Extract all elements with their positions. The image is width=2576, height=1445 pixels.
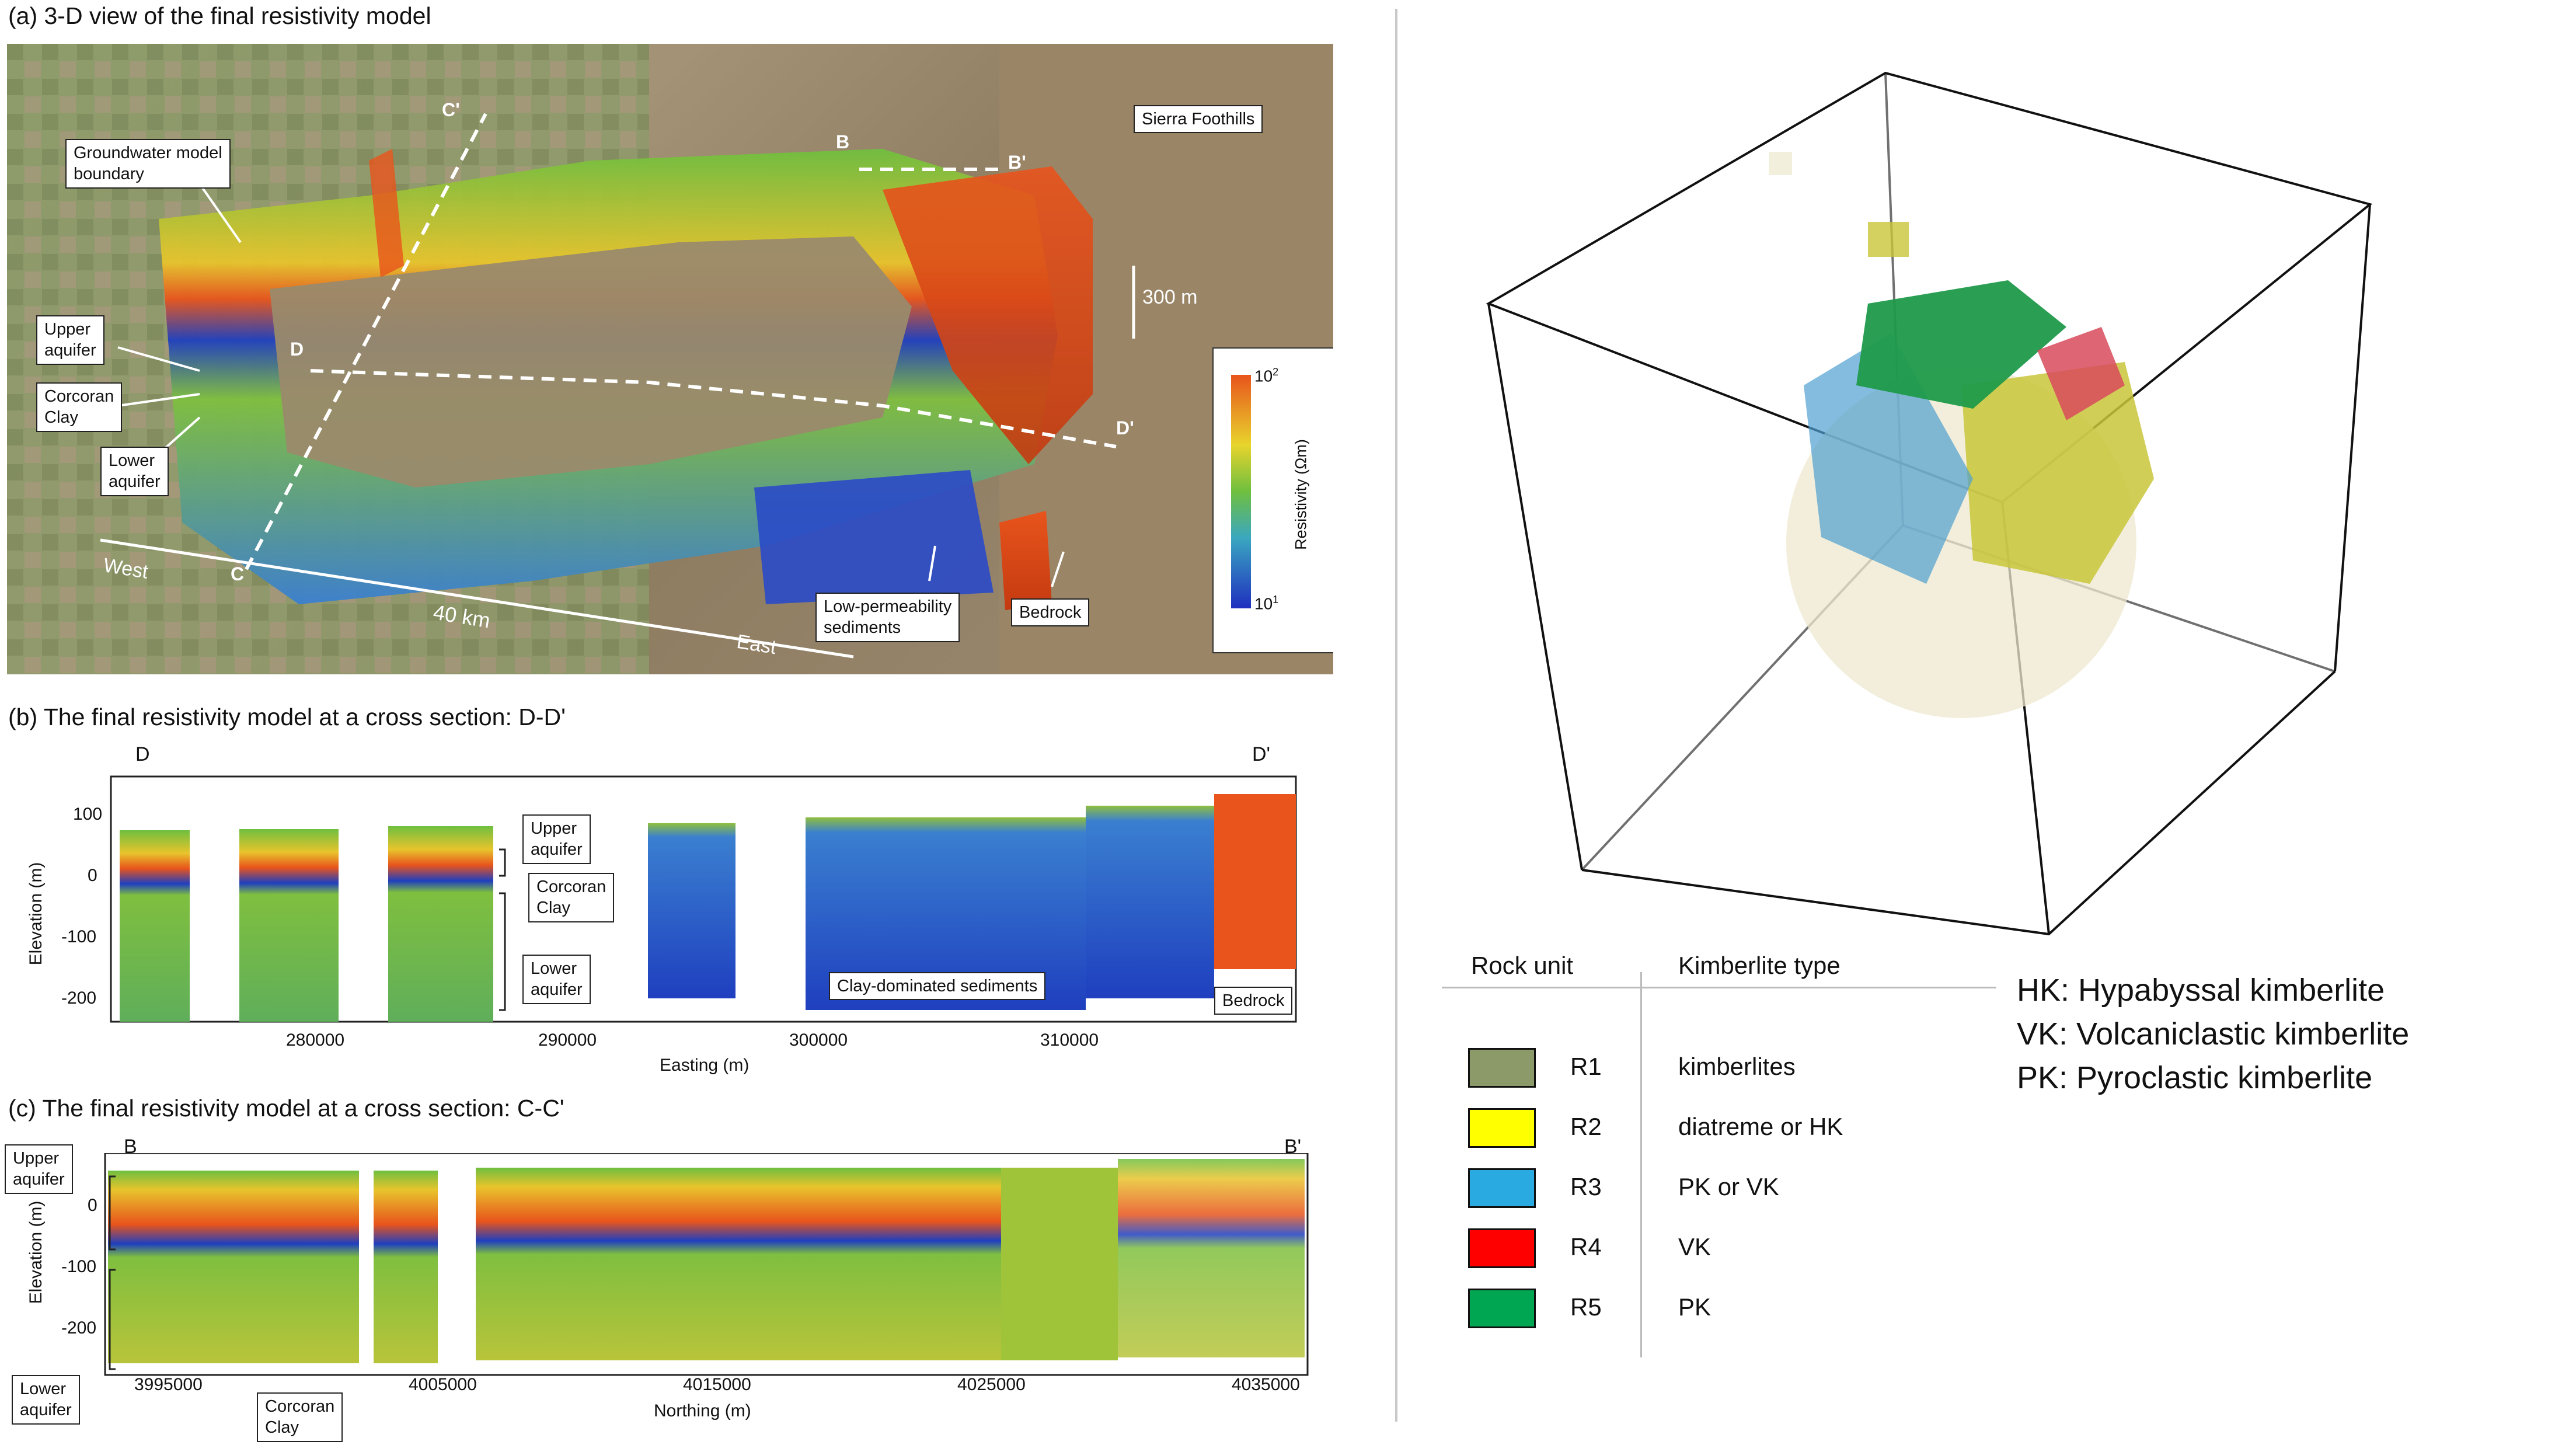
label-c-prime: C' [442,99,460,120]
legend-header-type: Kimberlite type [1678,952,1841,979]
r1-small-body [1769,152,1792,175]
panel-b-xlabel: Easting (m) [660,1056,750,1075]
label-b-prime: B' [1008,152,1026,173]
panel-b-xtick-280000: 280000 [286,1030,345,1050]
panel-b-columns [120,794,1296,1022]
panel-b-ylabel: Elevation (m) [26,862,46,966]
panel-c-ytick-neg100: -100 [61,1257,97,1276]
r3-pk-vk-body [1804,333,1973,584]
legend-unit-r2: R2 [1570,1113,1602,1140]
callout-low-permeability: Low-permeability sediments [815,593,960,642]
panel-c-frame [104,1153,1309,1376]
legend-header-unit: Rock unit [1471,952,1574,979]
callout-sierra-foothills: Sierra Foothills [1134,105,1263,134]
panel-b-end-d-prime: D' [1252,743,1271,765]
section-line-d [310,369,1117,448]
panel-b-ytick-neg200: -200 [61,988,97,1008]
west-east-arrow [100,538,854,659]
legend-swatch-r2 [1468,1108,1536,1148]
panel-c-section [104,1153,1309,1376]
panel-a-map [7,44,1333,674]
panel-c-end-b: B [124,1136,137,1158]
section-line-c [245,113,487,570]
legend-rule [1442,987,1996,988]
panel-b-callout-clay-dominated: Clay-dominated sediments [829,972,1046,1001]
r5-pk-body [1856,280,2066,409]
panel-c-xtick-3995000: 3995000 [134,1375,203,1394]
panel-c-ytick-0: 0 [88,1196,97,1215]
legend-unit-r1: R1 [1570,1053,1602,1080]
panel-b-ytick-0: 0 [88,866,97,885]
panel-c-xtick-4035000: 4035000 [1232,1375,1300,1394]
voxel-model-3d [1486,71,2373,936]
panel-b-xtick-300000: 300000 [789,1030,848,1050]
panel-b-callout-bedrock: Bedrock [1214,987,1293,1015]
panel-c-title: (c) The final resistivity model at a cro… [8,1095,564,1122]
colorbar-box: 102 101 Resistivity (Ωm) [1212,347,1333,653]
legend-swatch-r4 [1468,1228,1536,1268]
colorbar-gradient [1231,375,1251,608]
legend-type-r3: PK or VK [1678,1173,1779,1200]
panel-c-columns [108,1159,1305,1363]
callout-lower-aquifer: Lower aquifer [100,447,169,496]
label-d: D [290,339,304,360]
panel-b-title: (b) The final resistivity model at a cro… [8,704,566,730]
colorbar-label: Resistivity (Ωm) [1292,439,1310,550]
panel-b-brackets [499,848,506,1011]
panel-b-callout-corcoran: Corcoran Clay [528,873,615,922]
resistivity-fences [159,149,1093,610]
panel-c-xtick-4025000: 4025000 [957,1375,1026,1394]
panel-c-callout-upper-aquifer: Upper aquifer [5,1144,73,1194]
panel-c-xtick-4005000: 4005000 [409,1375,477,1394]
panel-a-3d-view: Groundwater model boundary Upper aquifer… [7,44,1333,674]
panel-c-xtick-4015000: 4015000 [683,1375,751,1394]
callout-bedrock: Bedrock [1011,598,1090,627]
panel-b-end-d: D [135,743,150,765]
panel-b-xtick-290000: 290000 [538,1030,597,1050]
callout-groundwater-boundary: Groundwater model boundary [65,139,231,189]
legend-type-r1: kimberlites [1678,1053,1796,1080]
legend-type-r5: PK [1678,1293,1711,1321]
panel-c-ytick-neg200: -200 [61,1318,97,1338]
scale-300m: 300 m [1142,286,1198,308]
legend-type-r4: VK [1678,1233,1711,1261]
panel-c-callout-corcoran: Corcoran Clay [257,1392,343,1442]
panel-c-xlabel: Northing (m) [654,1401,751,1420]
voxel-bodies [1769,152,2154,718]
legend-swatch-r5 [1468,1289,1536,1328]
panel-c-brackets [109,1175,116,1370]
definition-hk: HK: Hypabyssal kimberlite [2017,973,2385,1008]
legend-swatch-r1 [1468,1048,1536,1088]
panel-b-ytick-neg100: -100 [61,927,97,946]
colorbar-max: 102 [1254,366,1279,385]
r2-small-body [1868,222,1909,257]
panel-b-callout-upper-aquifer: Upper aquifer [522,814,591,864]
panel-b-section [110,775,1297,1023]
panel-divider [1395,9,1397,1422]
label-b: B [836,131,850,152]
panel-b-ytick-100: 100 [73,805,103,824]
panel-c-callout-lower-aquifer: Lower aquifer [12,1375,80,1425]
legend-type-r2: diatreme or HK [1678,1113,1843,1140]
panel-c-ylabel: Elevation (m) [26,1200,46,1304]
legend-unit-r3: R3 [1570,1173,1602,1200]
legend-column-rule [1640,972,1642,1357]
label-d-prime: D' [1116,417,1134,438]
callout-upper-aquifer: Upper aquifer [36,315,104,365]
legend-unit-r4: R4 [1570,1233,1602,1261]
label-c: C [231,563,245,584]
definition-vk: VK: Volcaniclastic kimberlite [2017,1016,2410,1051]
colorbar-min: 101 [1254,594,1279,613]
panel-b-xtick-310000: 310000 [1040,1030,1099,1050]
legend-swatch-r3 [1468,1168,1536,1208]
definition-pk: PK: Pyroclastic kimberlite [2017,1060,2373,1095]
panel-c-end-b-prime: B' [1284,1136,1302,1158]
r4-vk-body [2037,327,2125,420]
callout-corcoran-clay: Corcoran Clay [36,382,123,432]
panel-a-title: (a) 3-D view of the final resistivity mo… [8,2,431,29]
legend-unit-r5: R5 [1570,1293,1602,1321]
panel-b-callout-lower-aquifer: Lower aquifer [522,955,591,1004]
r2-diatreme-body [1961,362,2154,584]
